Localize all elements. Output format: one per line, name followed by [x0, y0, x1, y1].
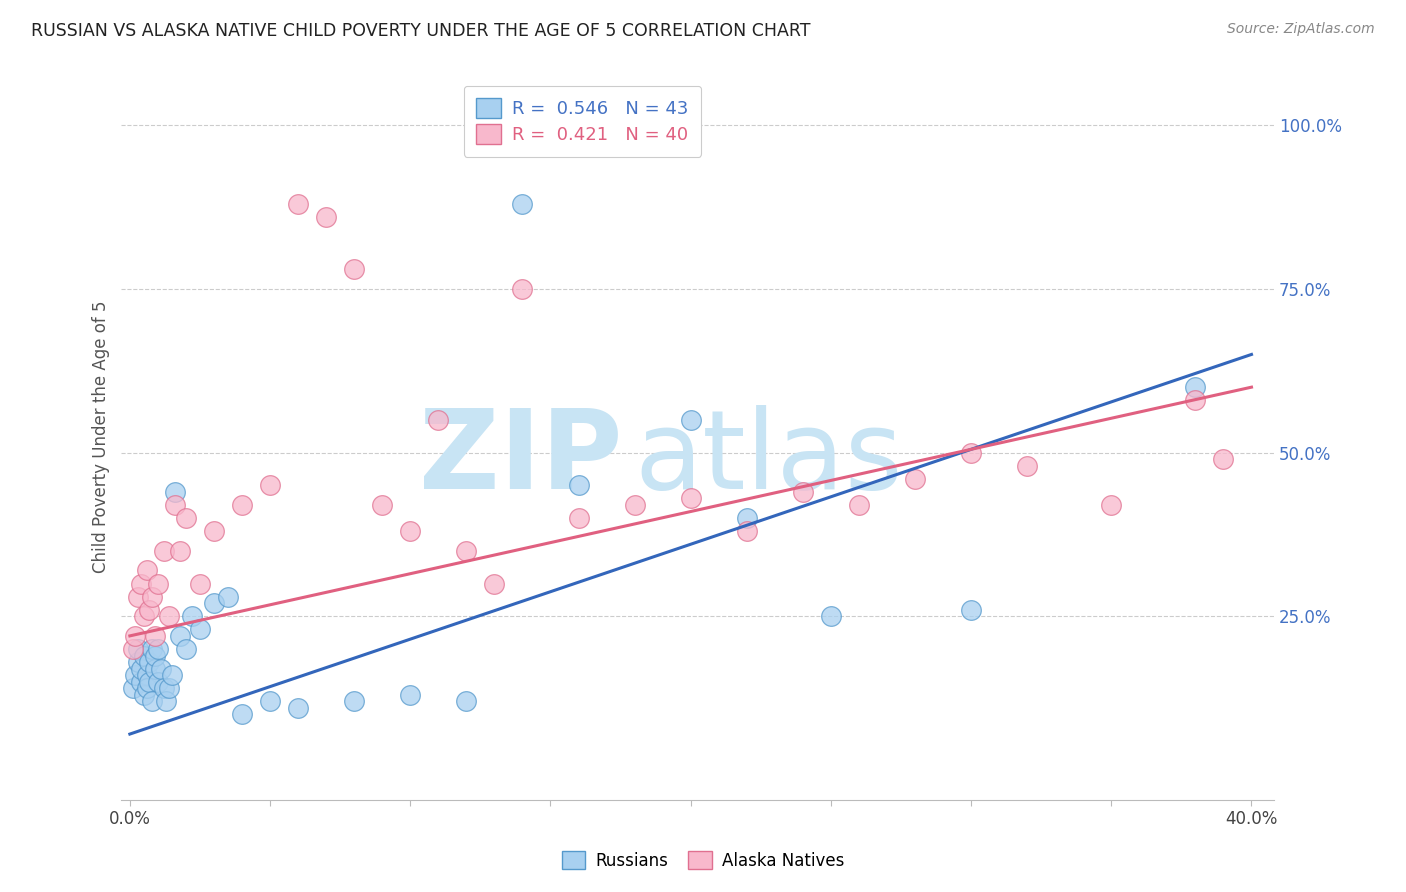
Point: [132, 609, 155, 624]
Point: [315, 210, 337, 224]
Point: [371, 498, 394, 512]
Point: [138, 655, 160, 669]
Point: [174, 511, 197, 525]
Point: [623, 498, 645, 512]
Point: [456, 543, 478, 558]
Legend: Russians, Alaska Natives: Russians, Alaska Natives: [555, 845, 851, 877]
Point: [217, 590, 239, 604]
Point: [121, 681, 143, 696]
Point: [820, 609, 842, 624]
Point: [129, 576, 152, 591]
Point: [735, 524, 758, 538]
Point: [152, 543, 174, 558]
Point: [163, 498, 186, 512]
Point: [124, 629, 146, 643]
Point: [904, 472, 927, 486]
Point: [146, 674, 169, 689]
Point: [960, 445, 983, 459]
Point: [735, 511, 758, 525]
Point: [1184, 380, 1206, 394]
Point: [287, 197, 309, 211]
Point: [259, 478, 281, 492]
Point: [427, 413, 450, 427]
Point: [143, 648, 166, 663]
Point: [231, 707, 253, 722]
Point: [146, 576, 169, 591]
Point: [160, 668, 183, 682]
Point: [679, 491, 702, 506]
Point: [146, 642, 169, 657]
Point: [149, 662, 172, 676]
Point: [259, 694, 281, 708]
Point: [512, 282, 534, 296]
Point: [127, 655, 149, 669]
Point: [1212, 452, 1234, 467]
Point: [174, 642, 197, 657]
Point: [1099, 498, 1122, 512]
Point: [169, 543, 191, 558]
Point: [343, 694, 366, 708]
Point: [1017, 458, 1039, 473]
Point: [679, 413, 702, 427]
Point: [124, 668, 146, 682]
Point: [399, 688, 422, 702]
Point: [180, 609, 202, 624]
Point: [135, 681, 157, 696]
Point: [792, 484, 814, 499]
Point: [127, 590, 149, 604]
Point: [202, 596, 225, 610]
Point: [129, 662, 152, 676]
Point: [152, 681, 174, 696]
Text: atlas: atlas: [634, 405, 903, 511]
Point: [155, 694, 177, 708]
Point: [567, 478, 589, 492]
Point: [169, 629, 191, 643]
Point: [141, 694, 163, 708]
Point: [127, 642, 149, 657]
Point: [132, 688, 155, 702]
Point: [188, 576, 211, 591]
Point: [141, 590, 163, 604]
Point: [138, 674, 160, 689]
Point: [848, 498, 870, 512]
Point: [399, 524, 422, 538]
Point: [157, 681, 180, 696]
Point: [484, 576, 506, 591]
Point: [163, 484, 186, 499]
Point: [512, 197, 534, 211]
Point: [135, 563, 157, 577]
Point: [343, 262, 366, 277]
Point: [287, 701, 309, 715]
Point: [231, 498, 253, 512]
Point: [188, 623, 211, 637]
Point: [157, 609, 180, 624]
Legend: R =  0.546   N = 43, R =  0.421   N = 40: R = 0.546 N = 43, R = 0.421 N = 40: [464, 86, 702, 157]
Point: [960, 603, 983, 617]
Point: [141, 642, 163, 657]
Point: [135, 668, 157, 682]
Y-axis label: Child Poverty Under the Age of 5: Child Poverty Under the Age of 5: [93, 300, 110, 573]
Point: [456, 694, 478, 708]
Text: ZIP: ZIP: [419, 405, 623, 511]
Point: [138, 603, 160, 617]
Point: [567, 511, 589, 525]
Point: [1184, 393, 1206, 408]
Point: [132, 648, 155, 663]
Point: [202, 524, 225, 538]
Text: Source: ZipAtlas.com: Source: ZipAtlas.com: [1227, 22, 1375, 37]
Text: RUSSIAN VS ALASKA NATIVE CHILD POVERTY UNDER THE AGE OF 5 CORRELATION CHART: RUSSIAN VS ALASKA NATIVE CHILD POVERTY U…: [31, 22, 810, 40]
Point: [129, 674, 152, 689]
Point: [143, 662, 166, 676]
Point: [143, 629, 166, 643]
Point: [121, 642, 143, 657]
